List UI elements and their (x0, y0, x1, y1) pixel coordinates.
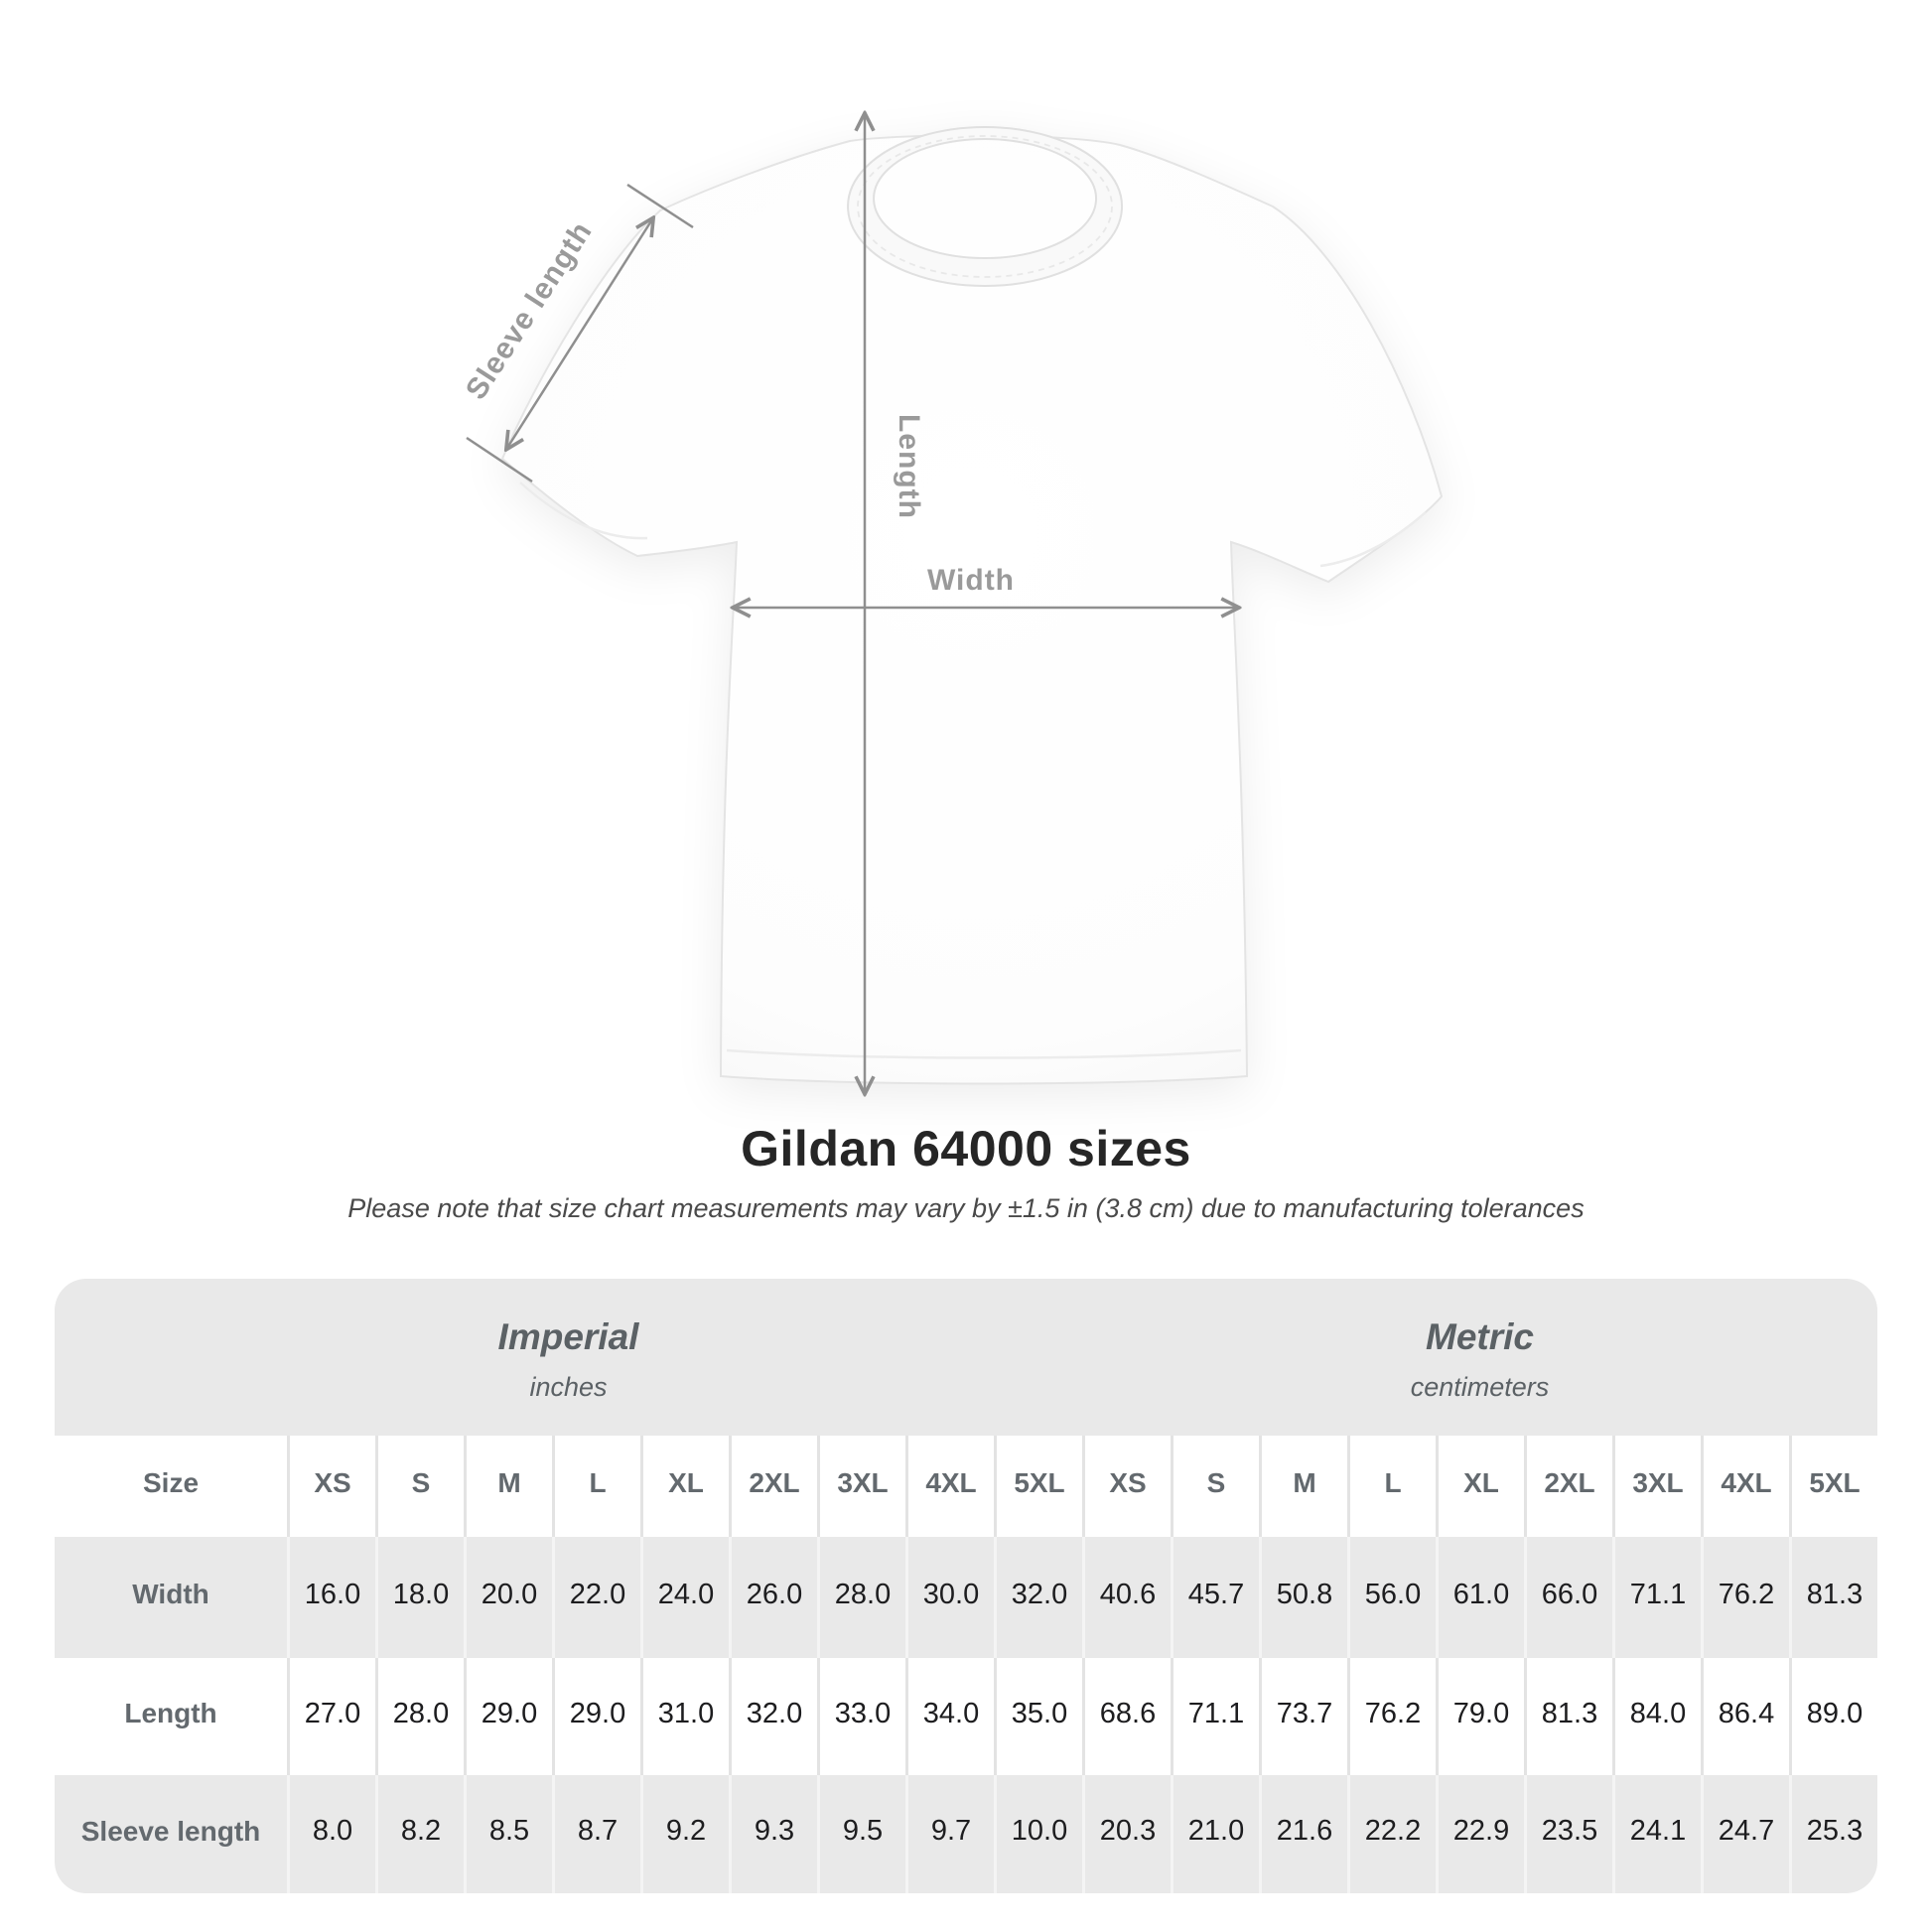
value-cell: 9.7 (905, 1775, 994, 1893)
size-cell: XS (1082, 1436, 1171, 1537)
value-cell: 28.0 (817, 1537, 905, 1658)
value-cell: 27.0 (287, 1658, 375, 1775)
value-cell: 73.7 (1259, 1658, 1347, 1775)
tshirt-measurement-diagram: Sleeve length Length Width (460, 0, 1444, 1241)
value-cell: 81.3 (1789, 1537, 1877, 1658)
value-cell: 20.3 (1082, 1775, 1171, 1893)
value-cell: 81.3 (1524, 1658, 1612, 1775)
metric-label: Metric (1426, 1315, 1534, 1357)
unit-group-header-row: Imperial inches Metric centimeters (55, 1279, 1877, 1436)
value-cell: 26.0 (729, 1537, 817, 1658)
value-cell: 18.0 (375, 1537, 464, 1658)
value-cell: 68.6 (1082, 1658, 1171, 1775)
size-table: Imperial inches Metric centimeters Size … (55, 1279, 1877, 1893)
metric-group-header: Metric centimeters (1082, 1279, 1877, 1436)
value-cell: 8.2 (375, 1775, 464, 1893)
width-label: Width (927, 564, 1015, 597)
value-cell: 29.0 (464, 1658, 552, 1775)
size-header-row: Size XS S M L XL 2XL 3XL 4XL 5XL XS S M … (55, 1436, 1877, 1537)
value-cell: 25.3 (1789, 1775, 1877, 1893)
value-cell: 40.6 (1082, 1537, 1171, 1658)
value-cell: 50.8 (1259, 1537, 1347, 1658)
value-cell: 79.0 (1436, 1658, 1524, 1775)
size-cell: 4XL (1701, 1436, 1789, 1537)
value-cell: 89.0 (1789, 1658, 1877, 1775)
value-cell: 21.6 (1259, 1775, 1347, 1893)
value-cell: 76.2 (1347, 1658, 1436, 1775)
value-cell: 84.0 (1612, 1658, 1701, 1775)
row-label-width: Width (55, 1537, 287, 1658)
value-cell: 29.0 (552, 1658, 640, 1775)
value-cell: 9.5 (817, 1775, 905, 1893)
sleeve-length-tick-top (626, 183, 694, 229)
size-cell: M (1259, 1436, 1347, 1537)
value-cell: 30.0 (905, 1537, 994, 1658)
sleeve-length-tick-bottom (466, 436, 533, 483)
value-cell: 24.0 (640, 1537, 729, 1658)
size-cell: 5XL (994, 1436, 1082, 1537)
value-cell: 66.0 (1524, 1537, 1612, 1658)
imperial-label: Imperial (497, 1315, 639, 1357)
metric-unit-label: centimeters (1410, 1371, 1550, 1402)
value-cell: 56.0 (1347, 1537, 1436, 1658)
value-cell: 24.1 (1612, 1775, 1701, 1893)
size-cell: 3XL (817, 1436, 905, 1537)
width-row: Width 16.0 18.0 20.0 22.0 24.0 26.0 28.0… (55, 1537, 1877, 1658)
length-label: Length (893, 414, 925, 519)
sleeve-length-arrow (507, 219, 652, 448)
value-cell: 32.0 (994, 1537, 1082, 1658)
value-cell: 20.0 (464, 1537, 552, 1658)
value-cell: 9.3 (729, 1775, 817, 1893)
size-cell: 2XL (1524, 1436, 1612, 1537)
size-cell: XL (1436, 1436, 1524, 1537)
value-cell: 31.0 (640, 1658, 729, 1775)
size-cell: S (375, 1436, 464, 1537)
page-title: Gildan 64000 sizes (741, 1121, 1191, 1176)
value-cell: 33.0 (817, 1658, 905, 1775)
size-cell: 2XL (729, 1436, 817, 1537)
value-cell: 71.1 (1171, 1658, 1259, 1775)
sleeve-length-row: Sleeve length 8.0 8.2 8.5 8.7 9.2 9.3 9.… (55, 1775, 1877, 1893)
value-cell: 86.4 (1701, 1658, 1789, 1775)
value-cell: 28.0 (375, 1658, 464, 1775)
value-cell: 61.0 (1436, 1537, 1524, 1658)
size-cell: XL (640, 1436, 729, 1537)
row-label-length: Length (55, 1658, 287, 1775)
size-cell: 3XL (1612, 1436, 1701, 1537)
value-cell: 22.9 (1436, 1775, 1524, 1893)
value-cell: 35.0 (994, 1658, 1082, 1775)
value-cell: 22.0 (552, 1537, 640, 1658)
value-cell: 34.0 (905, 1658, 994, 1775)
value-cell: 23.5 (1524, 1775, 1612, 1893)
length-row: Length 27.0 28.0 29.0 29.0 31.0 32.0 33.… (55, 1658, 1877, 1775)
value-cell: 32.0 (729, 1658, 817, 1775)
value-cell: 10.0 (994, 1775, 1082, 1893)
size-cell: 5XL (1789, 1436, 1877, 1537)
tolerance-note: Please note that size chart measurements… (347, 1193, 1585, 1223)
size-cell: S (1171, 1436, 1259, 1537)
size-cell: L (1347, 1436, 1436, 1537)
row-label-sleeve-length: Sleeve length (55, 1775, 287, 1893)
value-cell: 76.2 (1701, 1537, 1789, 1658)
value-cell: 24.7 (1701, 1775, 1789, 1893)
value-cell: 71.1 (1612, 1537, 1701, 1658)
value-cell: 21.0 (1171, 1775, 1259, 1893)
size-cell: 4XL (905, 1436, 994, 1537)
value-cell: 9.2 (640, 1775, 729, 1893)
imperial-group-header: Imperial inches (55, 1279, 1082, 1436)
value-cell: 45.7 (1171, 1537, 1259, 1658)
size-table-container: Imperial inches Metric centimeters Size … (55, 1279, 1877, 1893)
value-cell: 22.2 (1347, 1775, 1436, 1893)
value-cell: 8.0 (287, 1775, 375, 1893)
size-cell: XS (287, 1436, 375, 1537)
value-cell: 8.7 (552, 1775, 640, 1893)
imperial-unit-label: inches (529, 1371, 608, 1402)
value-cell: 8.5 (464, 1775, 552, 1893)
size-header-cell: Size (55, 1436, 287, 1537)
size-cell: M (464, 1436, 552, 1537)
size-cell: L (552, 1436, 640, 1537)
tshirt-graphic (500, 126, 1444, 1085)
value-cell: 16.0 (287, 1537, 375, 1658)
